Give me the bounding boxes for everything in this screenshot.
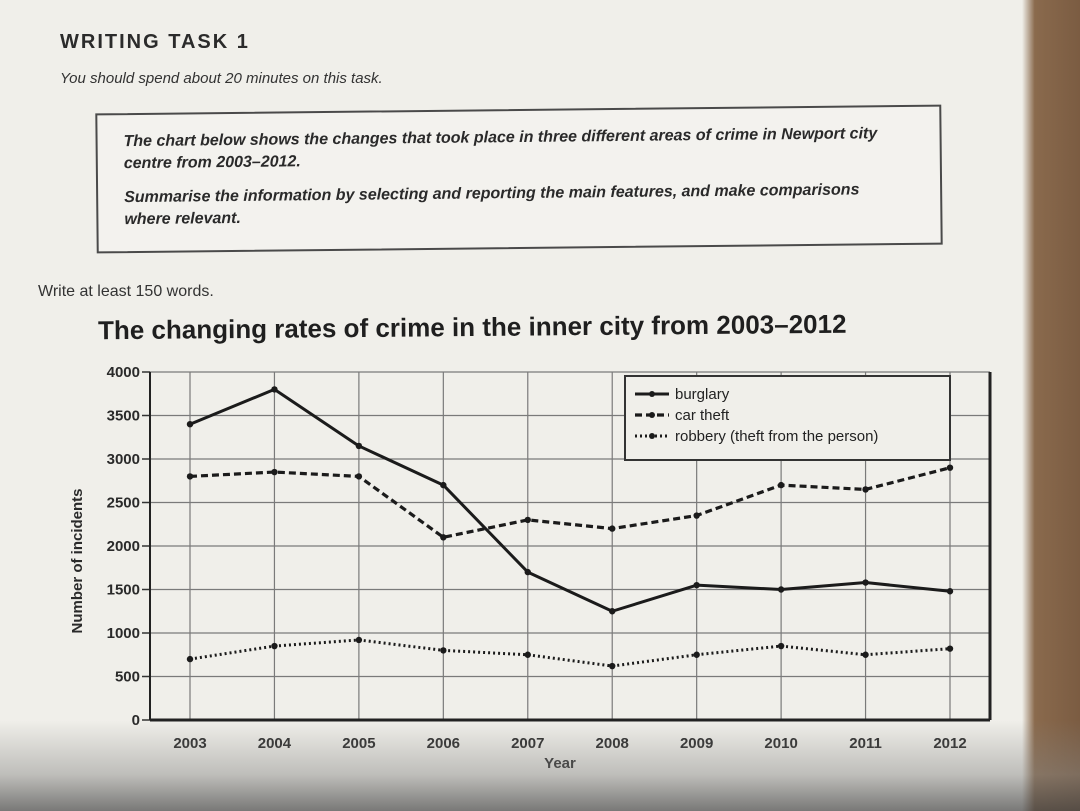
data-point-burglary	[186, 421, 194, 428]
legend-marker	[649, 433, 655, 439]
data-point-car	[440, 534, 447, 541]
legend-label: burglary	[675, 386, 730, 403]
data-point-car	[862, 486, 869, 493]
data-point-car	[524, 516, 531, 524]
data-point-robbery	[271, 642, 278, 650]
data-point-robbery	[777, 642, 785, 650]
data-point-robbery	[609, 662, 616, 670]
data-point-car	[609, 525, 616, 532]
word-count-instruction: Write at least 150 words.	[38, 283, 214, 300]
y-axis-label: Number of incidents	[69, 488, 86, 633]
y-tick-label: 3000	[107, 451, 140, 468]
x-tick-label: 2005	[342, 735, 375, 752]
legend-label: robbery (theft from the person)	[675, 428, 878, 445]
data-point-burglary	[355, 442, 363, 450]
x-axis-label: Year	[544, 755, 576, 772]
prompt-description: The chart below shows the changes that t…	[123, 125, 878, 173]
series-line-robbery	[189, 638, 951, 668]
data-point-car	[693, 512, 700, 519]
data-point-car	[946, 464, 954, 471]
task-instruction: You should spend about 20 minutes on thi…	[60, 70, 383, 87]
data-point-burglary	[777, 586, 785, 593]
series-line-burglary	[189, 387, 951, 613]
legend-box	[624, 375, 951, 461]
y-tick-label: 4000	[107, 364, 140, 381]
line-chart: 0 500 1000 1500 2000 2500 3000 3500 4000 2003 2004…	[69, 364, 992, 772]
data-point-robbery	[355, 636, 363, 644]
data-point-robbery	[186, 655, 194, 663]
y-tick-label: 2500	[107, 495, 140, 512]
legend-label: car theft	[675, 407, 730, 424]
x-tick-label: 2009	[680, 735, 713, 752]
data-point-burglary	[862, 579, 869, 586]
x-tick-label: 2006	[427, 735, 460, 752]
y-tick-label: 0	[132, 712, 140, 729]
data-point-burglary	[271, 386, 278, 393]
x-tick-label: 2007	[511, 735, 544, 752]
x-tick-label: 2004	[258, 735, 292, 752]
y-tick-label: 1500	[107, 582, 140, 599]
data-point-robbery	[946, 645, 954, 652]
prompt-box: The chart below shows the changes that t…	[95, 104, 943, 254]
x-tick-label: 2012	[933, 735, 966, 752]
task-title: WRITING TASK 1	[60, 31, 250, 53]
x-tick-label: 2008	[596, 735, 629, 752]
data-point-robbery	[693, 651, 700, 658]
y-tick-label: 2000	[107, 538, 140, 555]
data-point-burglary	[609, 608, 616, 615]
chart-series	[186, 386, 954, 670]
x-tick-label: 2010	[764, 735, 797, 752]
data-point-car	[271, 468, 278, 476]
y-tick-label: 3500	[107, 408, 140, 425]
data-point-car	[186, 473, 194, 480]
data-point-burglary	[524, 568, 531, 576]
legend-marker	[649, 412, 655, 418]
data-point-car	[355, 473, 363, 480]
chart-grid	[150, 371, 990, 721]
data-point-robbery	[440, 647, 447, 654]
data-point-burglary	[440, 481, 447, 489]
x-tick-label: 2011	[849, 735, 882, 752]
x-tick-label: 2003	[173, 735, 206, 752]
legend-marker	[649, 391, 655, 397]
desk-background	[1022, 0, 1080, 811]
series-line-car	[189, 466, 951, 539]
data-point-burglary	[693, 581, 700, 589]
prompt-task: Summarise the information by selecting a…	[124, 181, 860, 229]
data-point-burglary	[946, 588, 954, 595]
chart-legend: burglary car theft robbery (theft from the…	[624, 375, 951, 461]
data-point-robbery	[524, 651, 531, 658]
data-point-car	[777, 481, 785, 489]
chart-title: The changing rates of crime in the inner…	[97, 308, 847, 346]
data-point-robbery	[862, 651, 869, 658]
y-tick-label: 500	[115, 669, 140, 686]
y-tick-label: 1000	[107, 625, 140, 642]
